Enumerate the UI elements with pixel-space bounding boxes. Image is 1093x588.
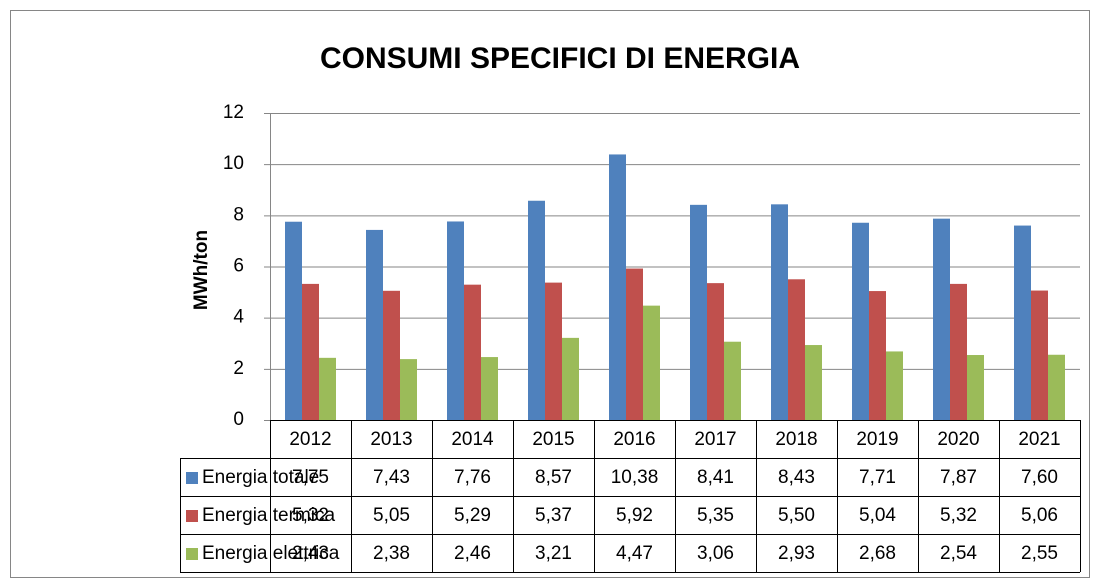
bar <box>464 284 481 420</box>
bar <box>609 154 626 420</box>
data-label: 8,41 <box>697 467 734 488</box>
bar <box>1048 354 1065 420</box>
data-label: 2,54 <box>940 543 977 564</box>
y-tick-label: 8 <box>233 204 244 225</box>
data-label: 2,46 <box>454 543 491 564</box>
data-label: 5,06 <box>1021 505 1058 526</box>
data-label: 5,35 <box>697 505 734 526</box>
x-tick-label: 2020 <box>937 429 979 450</box>
bar <box>285 221 302 420</box>
bar <box>545 282 562 420</box>
bar <box>967 355 984 420</box>
data-label: 3,06 <box>697 543 734 564</box>
data-label: 2,55 <box>1021 543 1058 564</box>
data-label: 5,50 <box>778 505 815 526</box>
bar <box>805 345 822 420</box>
bar <box>788 279 805 420</box>
bar <box>626 268 643 420</box>
data-label: 5,92 <box>616 505 653 526</box>
bar <box>302 283 319 420</box>
legend-label: Energia totale <box>202 467 319 488</box>
legend-swatch <box>186 472 198 484</box>
data-label: 7,43 <box>373 467 410 488</box>
bar <box>481 357 498 420</box>
data-label: 8,43 <box>778 467 815 488</box>
data-label: 4,47 <box>616 543 653 564</box>
bar <box>869 291 886 420</box>
data-label: 3,21 <box>535 543 572 564</box>
data-label: 5,29 <box>454 505 491 526</box>
x-tick-label: 2018 <box>775 429 817 450</box>
bar <box>643 305 660 420</box>
x-tick-label: 2015 <box>532 429 574 450</box>
data-label: 7,76 <box>454 467 491 488</box>
data-label: 2,68 <box>859 543 896 564</box>
x-tick-label: 2019 <box>856 429 898 450</box>
bar <box>1014 225 1031 420</box>
legend-label: Energia elettrica <box>202 543 340 564</box>
bar <box>933 218 950 420</box>
x-tick-label: 2021 <box>1018 429 1060 450</box>
bar <box>886 351 903 420</box>
data-label: 5,05 <box>373 505 410 526</box>
data-label: 8,57 <box>535 467 572 488</box>
chart-title: CONSUMI SPECIFICI DI ENERGIA <box>320 42 800 75</box>
x-tick-label: 2013 <box>370 429 412 450</box>
bar <box>724 341 741 420</box>
data-label: 2,38 <box>373 543 410 564</box>
x-tick-label: 2017 <box>694 429 736 450</box>
bar <box>771 204 788 420</box>
x-tick-label: 2016 <box>613 429 655 450</box>
bar <box>366 229 383 420</box>
y-axis-label: MWh/ton <box>191 230 212 310</box>
data-label: 5,37 <box>535 505 572 526</box>
bar <box>852 222 869 420</box>
legend-swatch <box>186 510 198 522</box>
bar <box>1031 290 1048 420</box>
data-label: 7,87 <box>940 467 977 488</box>
bar <box>528 200 545 420</box>
bar <box>562 337 579 420</box>
data-label: 7,71 <box>859 467 896 488</box>
data-label: 7,75 <box>292 467 329 488</box>
x-tick-label: 2012 <box>289 429 331 450</box>
bar <box>950 283 967 420</box>
y-tick-label: 0 <box>233 409 244 430</box>
y-tick-label: 6 <box>233 256 244 277</box>
data-label: 5,32 <box>292 505 329 526</box>
bar <box>400 359 417 420</box>
data-label: 7,60 <box>1021 467 1058 488</box>
bar <box>319 357 336 420</box>
y-tick-label: 12 <box>223 102 244 123</box>
bar <box>383 290 400 420</box>
bar <box>447 221 464 420</box>
data-label: 5,04 <box>859 505 896 526</box>
y-tick-label: 10 <box>223 153 244 174</box>
y-tick-label: 4 <box>233 307 244 328</box>
legend-label: Energia termica <box>202 505 335 526</box>
y-tick-label: 2 <box>233 358 244 379</box>
bar <box>690 204 707 420</box>
data-label: 5,32 <box>940 505 977 526</box>
data-label: 10,38 <box>611 467 659 488</box>
legend-swatch <box>186 548 198 560</box>
bar <box>707 283 724 420</box>
data-label: 2,43 <box>292 543 329 564</box>
x-tick-label: 2014 <box>451 429 494 450</box>
data-label: 2,93 <box>778 543 815 564</box>
